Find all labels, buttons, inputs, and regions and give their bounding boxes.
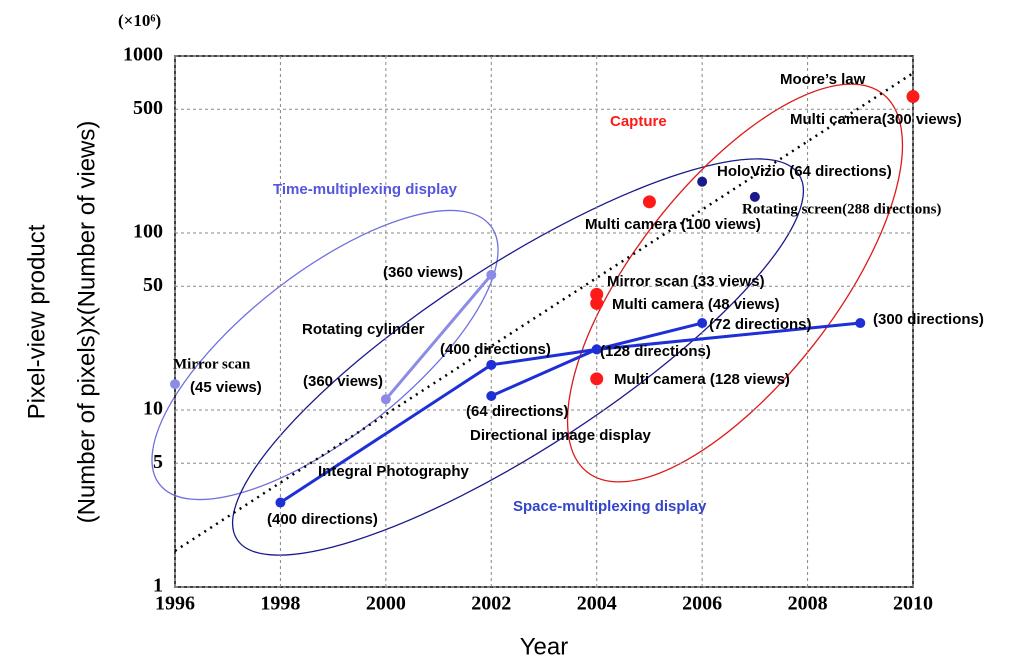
y-tick-label: 100 (133, 221, 163, 243)
series-line (279, 321, 703, 504)
annotation: Multi camera(300 views) (790, 111, 962, 128)
annotation: (128 directions) (600, 343, 711, 360)
y-tick-label: 10 (143, 398, 163, 420)
data-point (486, 359, 497, 370)
annotation: Time-multiplexing display (273, 181, 458, 198)
x-tick-label: 1996 (155, 593, 195, 615)
x-axis-title: Year (520, 633, 569, 660)
annotation: (400 directions) (267, 511, 378, 528)
data-point (590, 296, 604, 310)
data-point (591, 344, 602, 355)
annotation: Moore’s law (780, 71, 866, 88)
annotation: Multi camera (48 views) (612, 296, 780, 313)
data-point (749, 191, 760, 202)
annotation: Capture (610, 113, 667, 130)
data-point (697, 318, 708, 329)
x-tick-label: 2006 (682, 593, 722, 615)
data-point (590, 287, 604, 301)
group-ellipse (566, 83, 904, 483)
data-point (380, 394, 391, 405)
annotation: Multi camera (128 views) (614, 371, 790, 388)
data-point (697, 176, 708, 187)
annotation: Rotating screen(288 directions) (742, 201, 941, 217)
y-tick-label: 5 (153, 451, 163, 473)
y-tick-label: 1 (153, 575, 163, 597)
y-axis-title: (Number of pixels)x(Number of views) (73, 121, 100, 524)
data-point (906, 90, 920, 104)
x-tick-label: 2008 (788, 593, 828, 615)
x-tick-label: 2010 (893, 593, 933, 615)
annotation: HoloVizio (64 directions) (717, 163, 892, 180)
annotation: Directional image display (470, 427, 652, 444)
x-tick-label: 1998 (260, 593, 300, 615)
annotation: (360 views) (303, 373, 383, 390)
annotation: Rotating cylinder (302, 321, 425, 338)
annotation: (45 views) (190, 379, 262, 396)
annotation: Multi camera (100 views) (585, 216, 761, 233)
annotation: Integral Photography (318, 463, 470, 480)
annotation: Mirror scan (173, 356, 251, 372)
trend-line (174, 72, 914, 552)
data-point (855, 318, 866, 329)
annotation: (360 views) (383, 264, 463, 281)
y-tick-label: 500 (133, 97, 163, 119)
unit-label: (×10⁶) (118, 11, 161, 30)
data-point (486, 390, 497, 401)
y-axis-title: Pixel-view product (23, 224, 50, 419)
y-tick-label: 50 (143, 274, 163, 296)
data-point (486, 269, 497, 280)
data-point (590, 372, 604, 386)
data-point (275, 497, 286, 508)
data-point (642, 195, 656, 209)
x-tick-label: 2004 (577, 593, 617, 615)
annotation: (64 directions) (466, 403, 569, 420)
annotation: (400 directions) (440, 341, 551, 358)
annotation: Space-multiplexing display (513, 498, 707, 515)
annotation: (72 directions) (709, 316, 812, 333)
annotation: (300 directions) (873, 311, 984, 328)
x-tick-label: 2002 (471, 593, 511, 615)
data-point (170, 379, 180, 390)
series-line (384, 273, 493, 401)
annotation: Mirror scan (33 views) (607, 273, 765, 290)
y-tick-label: 1000 (123, 44, 163, 66)
x-tick-label: 2000 (366, 593, 406, 615)
